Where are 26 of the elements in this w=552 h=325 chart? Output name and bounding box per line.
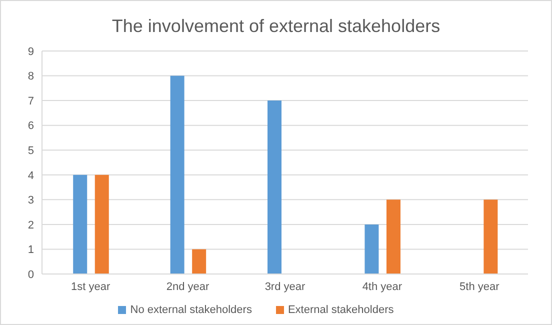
y-tick-label: 1 [28,244,34,256]
bar [386,200,400,274]
y-tick-label: 6 [28,120,34,132]
y-tick-label: 8 [28,70,34,83]
bar [484,200,498,274]
x-tick-label: 3rd year [264,280,306,293]
y-tick-label: 4 [28,170,34,182]
y-tick-label: 5 [28,145,34,158]
legend-label: External stakeholders [288,304,394,316]
bar [192,249,206,274]
x-tick-label: 2nd year [166,280,210,293]
y-tick-label: 7 [28,95,34,108]
y-tick-label: 3 [28,194,34,207]
y-tick-label: 2 [28,219,34,232]
x-tick-label: 1st year [71,280,110,293]
bar [73,174,88,274]
bar [170,76,184,274]
bar [268,100,282,274]
x-tick-label: 4th year [362,280,402,293]
bar [364,224,379,274]
x-tick-label: 5th year [460,280,500,293]
y-tick-label: 9 [28,46,34,58]
legend-label: No external stakeholders [130,304,252,316]
chart-title: The involvement of external stakeholders [110,16,442,37]
y-tick-label: 0 [28,268,34,281]
bar [94,174,109,274]
